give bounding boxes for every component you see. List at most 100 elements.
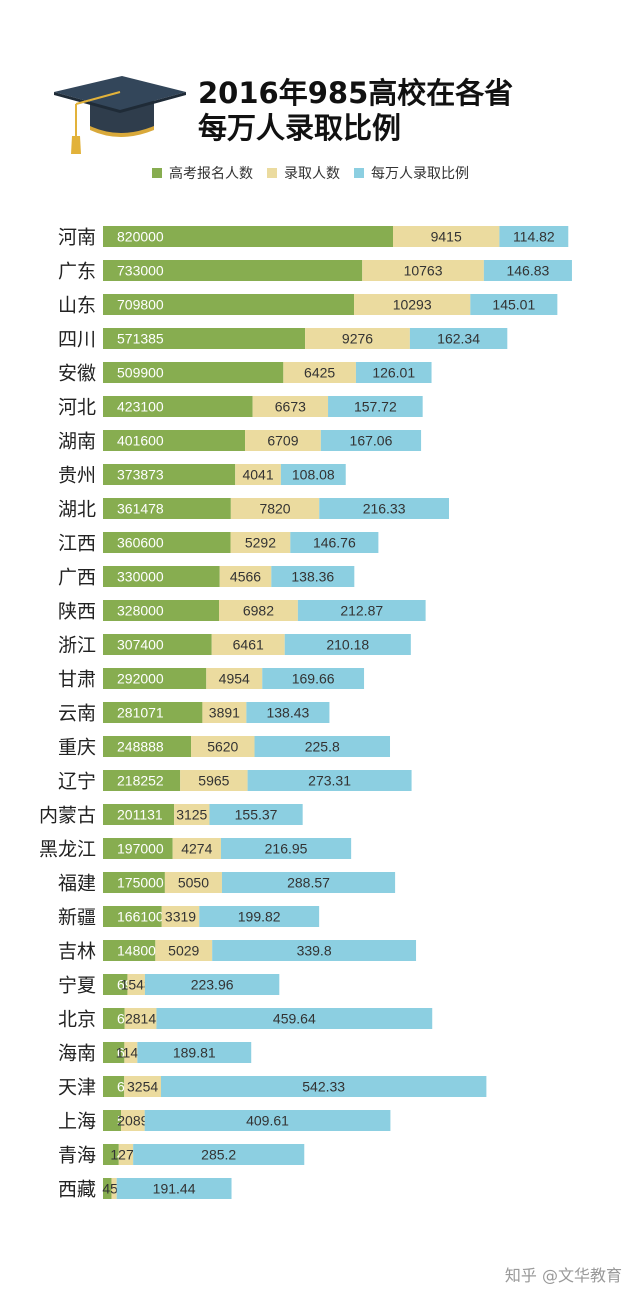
bar-segment-applicants: [103, 498, 231, 519]
chart-title-line-2: 每万人录取比例: [198, 111, 402, 145]
data-label-applicants: 307400: [117, 637, 164, 653]
bar-segment-admitted: [172, 838, 221, 859]
data-label-admitted: 3891: [209, 705, 240, 721]
province-label: 贵州: [58, 465, 96, 487]
bar-segment-admitted: [354, 294, 471, 315]
bar-segment-ratio: [220, 838, 352, 859]
bar-segment-admitted: [211, 634, 285, 655]
province-label: 河北: [58, 397, 96, 419]
bar-segment-ratio: [319, 498, 450, 519]
data-label-ratio: 225.8: [305, 739, 340, 755]
province-label: 甘肃: [58, 669, 96, 691]
data-label-ratio: 108.08: [292, 467, 335, 483]
bar-segment-applicants: [103, 634, 212, 655]
bar-segment-applicants: [103, 1076, 125, 1097]
province-label: 重庆: [58, 737, 96, 759]
bar-segment-ratio: [290, 532, 379, 553]
bar-segment-applicants: [103, 838, 173, 859]
data-label-ratio: 138.36: [291, 569, 334, 585]
bar-segment-admitted: [362, 260, 484, 281]
bar-segment-admitted: [121, 1110, 145, 1131]
province-label: 内蒙古: [39, 805, 96, 827]
data-label-admitted: 3254: [127, 1079, 158, 1095]
data-label-applicants: 281071: [117, 705, 164, 721]
bar-segment-ratio: [247, 770, 412, 791]
data-label-ratio: 145.01: [492, 297, 535, 313]
data-label-ratio: 157.72: [354, 399, 397, 415]
bar-segment-applicants: [103, 396, 253, 417]
province-label: 上海: [58, 1111, 96, 1133]
bar-segment-admitted: [124, 1076, 161, 1097]
data-label-admitted: 4274: [181, 841, 212, 857]
data-label-applicants: 571385: [117, 331, 164, 347]
data-label-admitted: 5620: [207, 739, 238, 755]
data-label-ratio: 155.37: [235, 807, 278, 823]
graduation-cap-icon: [54, 76, 186, 154]
bar-segment-ratio: [355, 362, 432, 383]
province-label: 安徽: [58, 363, 96, 385]
data-label-applicants: 361478: [117, 501, 164, 517]
data-label-applicants: 166100: [117, 909, 164, 925]
data-label-admitted: 6461: [233, 637, 264, 653]
data-label-ratio: 542.33: [302, 1079, 345, 1095]
data-label-ratio: 459.64: [273, 1011, 316, 1027]
bar-segment-applicants: [103, 1008, 125, 1029]
legend-item-ratio: 每万人录取比例: [354, 163, 469, 183]
bar-segment-admitted: [230, 498, 320, 519]
province-label: 四川: [58, 329, 96, 351]
data-label-admitted: 3125: [176, 807, 207, 823]
bar-segment-applicants: [103, 668, 207, 689]
province-label: 青海: [58, 1145, 96, 1167]
province-label: 湖南: [58, 431, 96, 453]
bar-segment-admitted: [245, 430, 321, 451]
data-label-admitted: 2089: [117, 1113, 148, 1129]
bar-segment-applicants: [103, 362, 284, 383]
bar-segment-applicants: [103, 566, 220, 587]
data-label-admitted: 5050: [178, 875, 209, 891]
bar-segment-admitted: [118, 1144, 134, 1165]
bar-segment-ratio: [483, 260, 572, 281]
bar-segment-admitted: [127, 974, 145, 995]
province-label: 天津: [58, 1077, 96, 1099]
bar-segment-applicants: [103, 1178, 112, 1199]
bar-segment-admitted: [155, 940, 213, 961]
watermark: 知乎 @文华教育: [504, 1266, 622, 1285]
data-label-admitted: 9276: [342, 331, 373, 347]
bar-segment-ratio: [254, 736, 391, 757]
data-label-ratio: 146.76: [313, 535, 356, 551]
bar-segment-applicants: [103, 1144, 119, 1165]
bar-segment-applicants: [103, 940, 156, 961]
bar-segment-admitted: [235, 464, 281, 485]
data-label-ratio: 288.57: [287, 875, 330, 891]
bar-segment-ratio: [271, 566, 355, 587]
data-label-ratio: 199.82: [238, 909, 281, 925]
data-label-ratio: 210.18: [326, 637, 369, 653]
data-label-ratio: 126.01: [372, 365, 415, 381]
bar-segment-ratio: [133, 1144, 305, 1165]
data-label-ratio: 138.43: [266, 705, 309, 721]
province-label: 云南: [58, 703, 96, 725]
data-label-ratio: 191.44: [153, 1181, 196, 1197]
data-label-applicants: 330000: [117, 569, 164, 585]
bar-segment-admitted: [219, 566, 272, 587]
bar-segment-admitted: [174, 804, 210, 825]
bar-segment-admitted: [161, 906, 200, 927]
data-label-admitted: 4041: [242, 467, 273, 483]
province-label: 山东: [58, 295, 96, 317]
data-label-admitted: 6982: [243, 603, 274, 619]
bar-segment-ratio: [470, 294, 558, 315]
data-label-admitted: 10763: [404, 263, 443, 279]
province-label: 西藏: [58, 1179, 96, 1201]
province-label: 海南: [58, 1043, 96, 1065]
legend-swatch-ratio: [354, 168, 364, 178]
bar-segment-ratio: [137, 1042, 252, 1063]
bar-segment-applicants: [103, 328, 306, 349]
legend-item-admitted: 录取人数: [267, 163, 340, 183]
data-label-ratio: 146.83: [506, 263, 549, 279]
data-label-admitted: 2814: [125, 1011, 156, 1027]
bar-segment-admitted: [124, 1042, 138, 1063]
chart-title: 2016年985高校在各省 每万人录取比例: [198, 76, 513, 146]
data-label-admitted: 4566: [230, 569, 261, 585]
data-label-ratio: 339.8: [297, 943, 332, 959]
data-label-applicants: 248888: [117, 739, 164, 755]
